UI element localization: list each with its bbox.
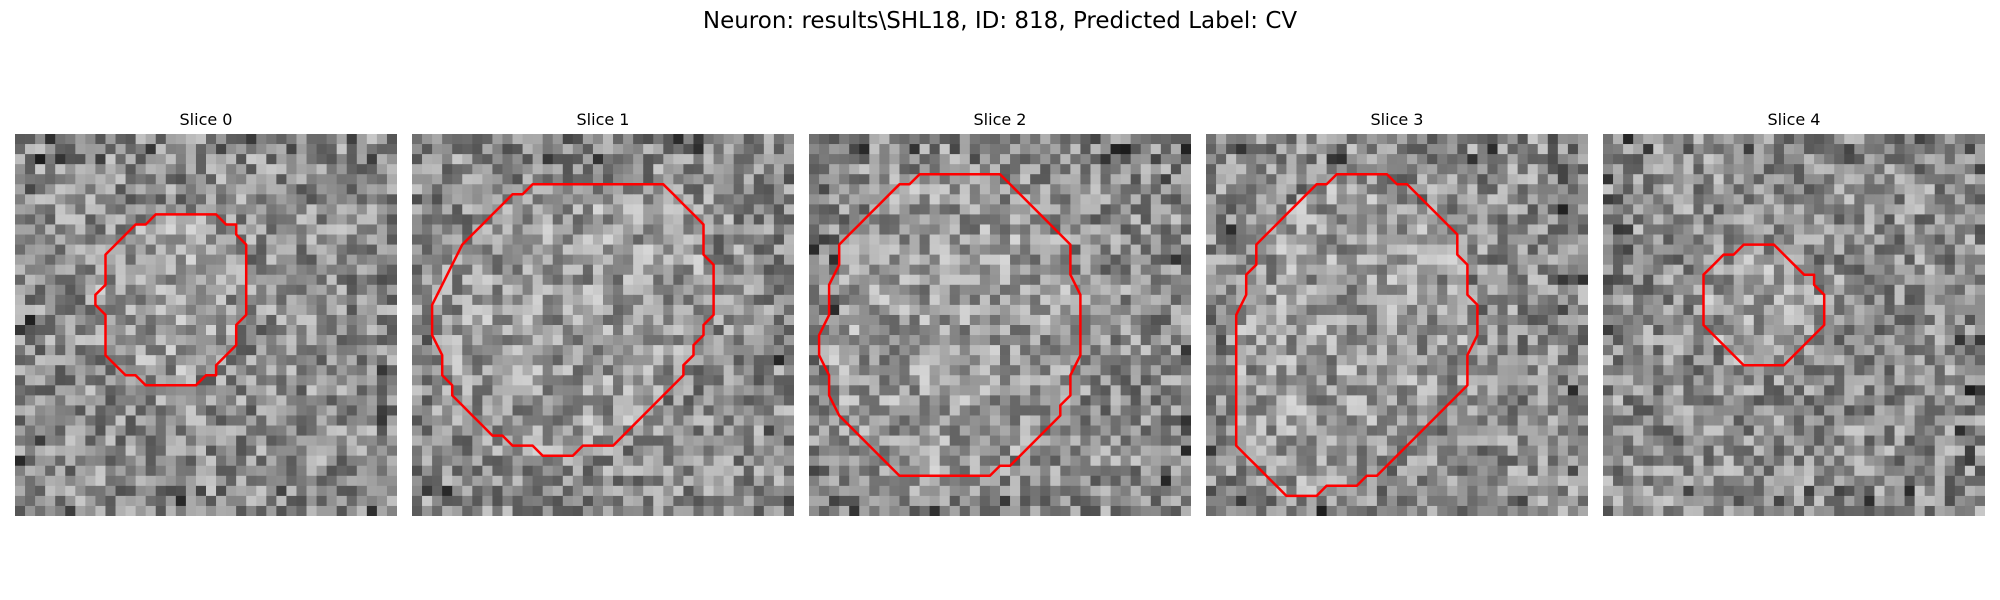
slice-title-4: Slice 4 [1767, 110, 1821, 129]
slice-image-3 [1206, 134, 1588, 516]
pixel-grid [1603, 134, 1985, 516]
slice-panel-0: Slice 0 [15, 108, 397, 516]
roi-contour [817, 172, 1082, 478]
slice-image-1 [412, 134, 794, 516]
roi-contour [430, 183, 715, 457]
slice-title-3: Slice 3 [1370, 110, 1424, 129]
roi-contour [1702, 243, 1826, 367]
slice-title-0: Slice 0 [179, 110, 233, 129]
slice-image-2 [809, 134, 1191, 516]
slice-panel-3: Slice 3 [1206, 108, 1588, 516]
pixel-grid [15, 134, 397, 516]
slice-image-0 [15, 134, 397, 516]
pixel-grid [1206, 134, 1588, 516]
pixel-grid [412, 134, 794, 516]
slice-panel-1: Slice 1 [412, 108, 794, 516]
slice-title-2: Slice 2 [973, 110, 1027, 129]
slice-panel-2: Slice 2 [809, 108, 1191, 516]
roi-contour [1234, 172, 1479, 498]
slice-title-1: Slice 1 [576, 110, 630, 129]
roi-contour [94, 213, 248, 387]
slice-image-4 [1603, 134, 1985, 516]
slice-panel-4: Slice 4 [1603, 108, 1985, 516]
figure-title: Neuron: results\SHL18, ID: 818, Predicte… [702, 8, 1298, 34]
pixel-grid [809, 134, 1191, 516]
